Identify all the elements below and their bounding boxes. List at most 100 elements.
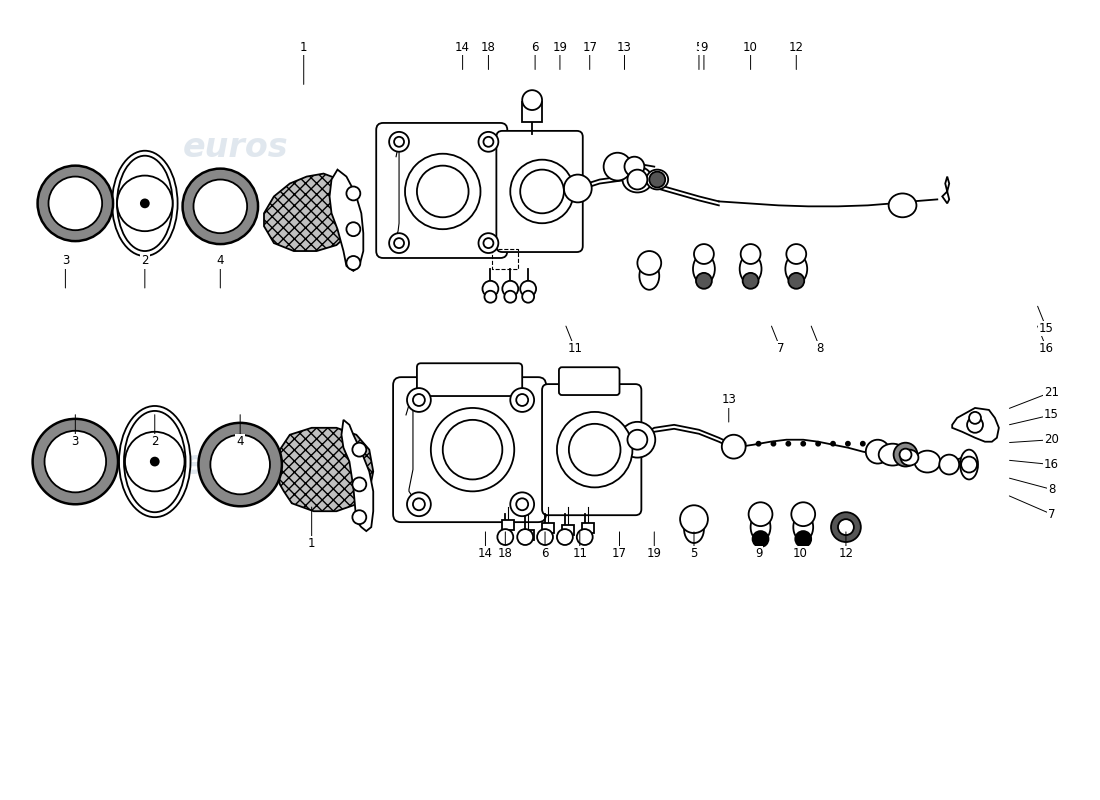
Circle shape <box>352 478 366 491</box>
Circle shape <box>830 512 861 542</box>
Circle shape <box>510 492 535 516</box>
Circle shape <box>151 458 158 466</box>
Circle shape <box>557 529 573 545</box>
Text: 5: 5 <box>695 41 703 54</box>
Circle shape <box>967 417 983 433</box>
Circle shape <box>517 529 534 545</box>
Ellipse shape <box>940 457 958 472</box>
Circle shape <box>431 408 514 491</box>
Circle shape <box>352 510 366 524</box>
Ellipse shape <box>914 450 940 473</box>
Circle shape <box>604 153 631 181</box>
Text: euros: euros <box>183 130 288 164</box>
FancyBboxPatch shape <box>496 131 583 252</box>
FancyBboxPatch shape <box>417 363 522 396</box>
Circle shape <box>141 199 149 207</box>
Text: 10: 10 <box>744 41 758 54</box>
Circle shape <box>627 170 647 190</box>
Circle shape <box>801 442 805 446</box>
Text: 4: 4 <box>236 435 244 448</box>
Circle shape <box>210 434 270 494</box>
FancyBboxPatch shape <box>393 377 546 522</box>
Text: 9: 9 <box>701 41 707 54</box>
Ellipse shape <box>879 444 906 466</box>
Ellipse shape <box>750 514 770 541</box>
Ellipse shape <box>739 254 761 284</box>
Circle shape <box>125 432 185 491</box>
Text: 19: 19 <box>552 41 568 54</box>
Ellipse shape <box>623 166 652 193</box>
Circle shape <box>183 169 258 244</box>
Circle shape <box>816 442 821 446</box>
FancyBboxPatch shape <box>559 367 619 395</box>
Ellipse shape <box>117 156 173 251</box>
Circle shape <box>961 457 977 473</box>
Circle shape <box>117 175 173 231</box>
FancyBboxPatch shape <box>376 123 507 258</box>
Polygon shape <box>341 420 373 531</box>
Circle shape <box>407 492 431 516</box>
Circle shape <box>637 251 661 275</box>
Circle shape <box>497 529 514 545</box>
Ellipse shape <box>639 262 659 290</box>
Ellipse shape <box>124 411 186 512</box>
Text: 13: 13 <box>617 41 631 54</box>
Ellipse shape <box>901 450 918 466</box>
Circle shape <box>694 244 714 264</box>
Bar <box>522 102 542 122</box>
Circle shape <box>346 256 361 270</box>
Text: 21: 21 <box>1044 386 1059 398</box>
Text: 3: 3 <box>62 254 69 267</box>
Circle shape <box>564 174 592 202</box>
Circle shape <box>576 529 593 545</box>
Circle shape <box>680 506 708 533</box>
Text: 19: 19 <box>647 547 662 561</box>
Circle shape <box>417 166 469 218</box>
Circle shape <box>939 454 959 474</box>
Circle shape <box>407 388 431 412</box>
Circle shape <box>649 171 666 187</box>
Circle shape <box>520 170 564 214</box>
Circle shape <box>389 233 409 253</box>
Circle shape <box>198 423 282 506</box>
Circle shape <box>510 160 574 223</box>
Circle shape <box>44 430 106 492</box>
Circle shape <box>696 273 712 289</box>
Text: 14: 14 <box>455 41 470 54</box>
Text: 17: 17 <box>612 547 627 561</box>
Text: 6: 6 <box>531 41 539 54</box>
Circle shape <box>352 442 366 457</box>
Circle shape <box>194 179 248 233</box>
Ellipse shape <box>785 254 807 284</box>
Circle shape <box>412 394 425 406</box>
Text: 10: 10 <box>793 547 807 561</box>
Text: 16: 16 <box>1044 458 1059 471</box>
Circle shape <box>740 244 760 264</box>
Bar <box>542 523 554 533</box>
Circle shape <box>522 290 535 302</box>
Circle shape <box>516 498 528 510</box>
FancyBboxPatch shape <box>542 384 641 515</box>
Ellipse shape <box>119 406 190 517</box>
Text: 7: 7 <box>1047 508 1055 521</box>
Text: 20: 20 <box>1044 434 1059 446</box>
Text: 15: 15 <box>1044 408 1059 422</box>
Text: 2: 2 <box>141 254 149 267</box>
Circle shape <box>969 412 981 424</box>
Ellipse shape <box>647 170 668 190</box>
Circle shape <box>741 442 746 446</box>
Text: euros: euros <box>183 449 288 482</box>
Text: 2: 2 <box>151 435 158 448</box>
Bar <box>503 520 515 530</box>
Circle shape <box>791 502 815 526</box>
Polygon shape <box>264 174 353 251</box>
Text: 3: 3 <box>72 435 79 448</box>
Circle shape <box>757 442 760 446</box>
Circle shape <box>394 137 404 146</box>
Text: 5: 5 <box>691 547 697 561</box>
Text: 18: 18 <box>498 547 513 561</box>
Circle shape <box>48 177 102 230</box>
Bar <box>562 525 574 535</box>
Text: 1: 1 <box>300 41 308 54</box>
Circle shape <box>503 281 518 297</box>
